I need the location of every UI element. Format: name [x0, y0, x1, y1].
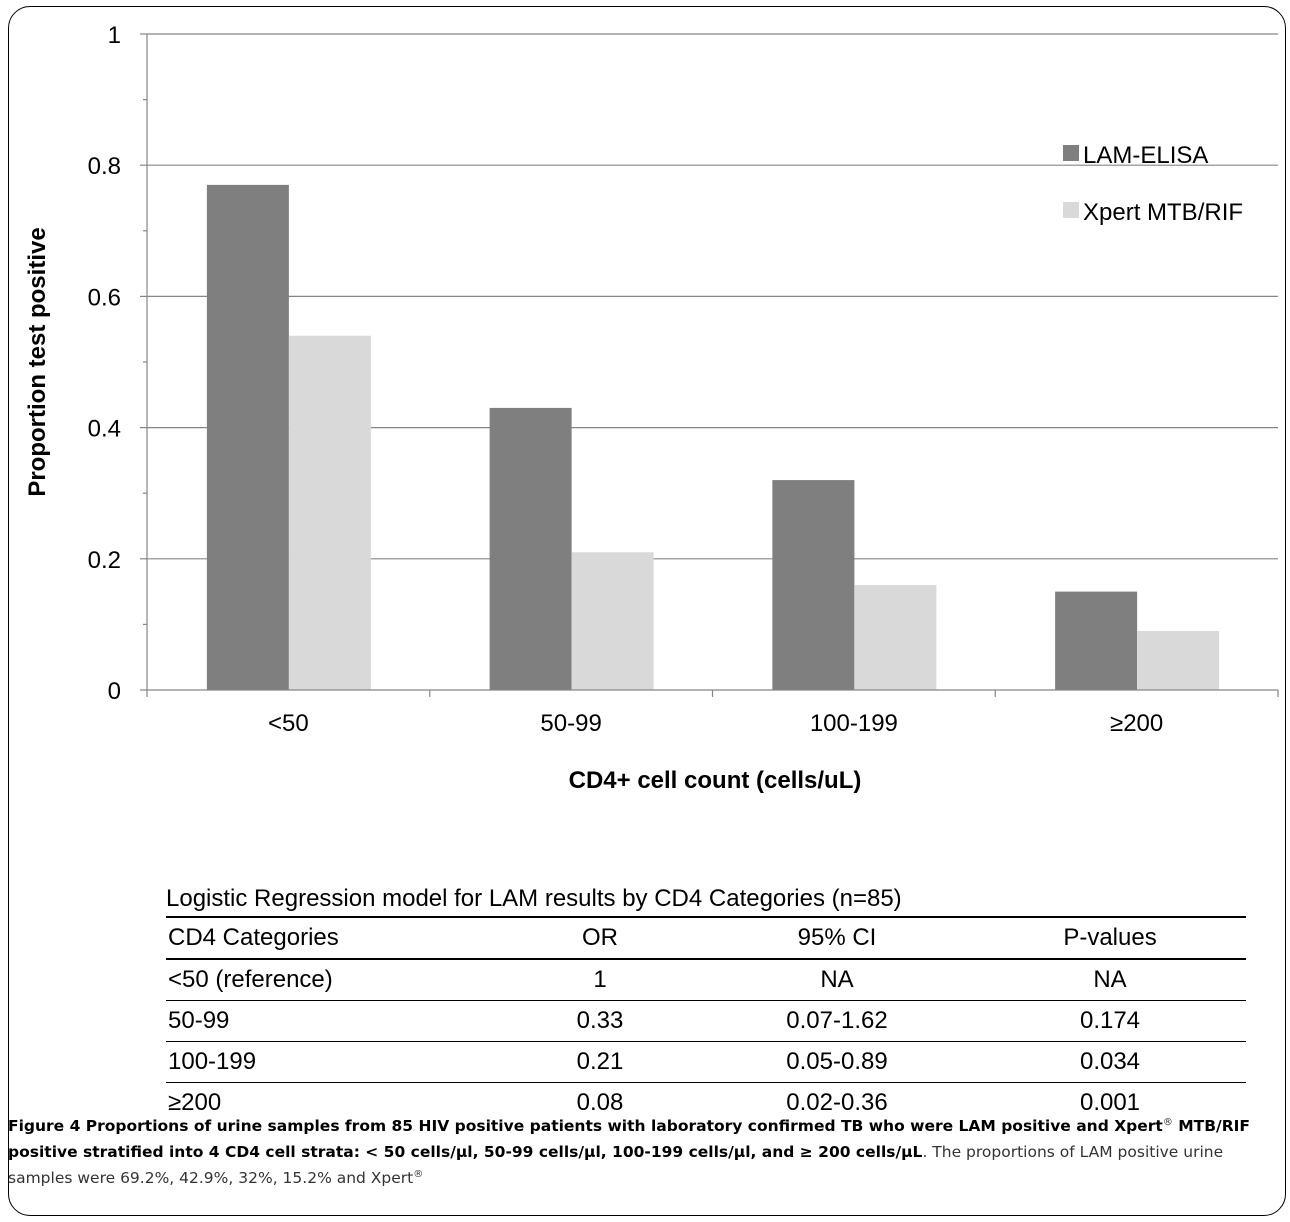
- col-header-pvalue: P-values: [1063, 924, 1157, 951]
- x-tick-label: 100-199: [810, 710, 898, 737]
- bar-lam-elisa-0: [206, 184, 289, 690]
- col-header-or: OR: [582, 924, 618, 951]
- x-tick-label: <50: [268, 710, 309, 737]
- y-tick-label: 0.4: [88, 416, 121, 443]
- cell-category: 100-199: [168, 1048, 257, 1075]
- y-tick-label: 0.6: [88, 284, 121, 311]
- x-tick-label: ≥200: [1110, 710, 1163, 737]
- cell-pvalue: 0.034: [1079, 1048, 1141, 1075]
- legend-label-lam-elisa: LAM-ELISA: [1083, 142, 1208, 169]
- table-header-row: CD4 Categories OR 95% CI P-values: [166, 917, 1246, 959]
- cell-ci: 0.07-1.62: [786, 1007, 888, 1034]
- cell-pvalue: NA: [1093, 966, 1127, 993]
- col-header-ci: 95% CI: [797, 924, 877, 951]
- figure-frame: [8, 6, 1286, 1216]
- bars: [206, 184, 1220, 690]
- regression-table-section: Logistic Regression model for LAM result…: [166, 882, 1246, 1123]
- bar-lam-elisa-1: [489, 407, 572, 690]
- axes: [140, 33, 1279, 697]
- cell-category: <50 (reference): [168, 966, 333, 993]
- cell-category: 50-99: [168, 1007, 230, 1034]
- bar-lam-elisa-2: [772, 480, 855, 690]
- legend: LAM-ELISA Xpert MTB/RIF: [1063, 142, 1243, 226]
- x-axis-label: CD4+ cell count (cells/uL): [569, 767, 862, 794]
- cell-ci: NA: [820, 966, 854, 993]
- caption-normal-sup: ®: [413, 1168, 424, 1180]
- cell-category: ≥200: [168, 1089, 222, 1116]
- cell-pvalue: 0.174: [1079, 1007, 1141, 1034]
- cell-pvalue: 0.001: [1079, 1089, 1141, 1116]
- caption-bold-part1: Figure 4 Proportions of urine samples fr…: [8, 1117, 1163, 1135]
- y-tick-label: 1: [108, 22, 121, 49]
- x-tick-label: 50-99: [540, 710, 601, 737]
- x-tick-labels: <50 50-99 100-199 ≥200: [268, 710, 1163, 737]
- caption-normal-part: . The proportions of LAM positive urine …: [8, 1143, 1224, 1187]
- cell-or: 1: [593, 966, 607, 993]
- regression-table: CD4 Categories OR 95% CI P-values <50 (r…: [166, 916, 1246, 1123]
- cell-or: 0.21: [576, 1048, 624, 1075]
- y-tick-label: 0.8: [88, 153, 121, 180]
- cell-or: 0.33: [576, 1007, 624, 1034]
- cell-ci: 0.02-0.36: [786, 1089, 888, 1116]
- bar-xpert-3: [1137, 630, 1220, 690]
- table-row: 50-99 0.33 0.07-1.62 0.174: [166, 1001, 1246, 1042]
- y-tick-label: 0.2: [88, 547, 121, 574]
- bar-xpert-2: [854, 585, 937, 690]
- bar-chart: 0 0.2 0.4 0.6 0.8 1 <50 50-99 100-199 ≥200 Propo…: [24, 22, 1279, 794]
- caption-bold-part2: MTB/RIF positive stratified into 4 CD4 c…: [8, 1117, 1250, 1161]
- y-tick-label: 0: [108, 678, 121, 705]
- col-header-cd4: CD4 Categories: [168, 924, 339, 951]
- bar-xpert-0: [288, 335, 371, 690]
- table-row: 100-199 0.21 0.05-0.89 0.034: [166, 1042, 1246, 1083]
- figure-caption: Figure 4 Proportions of urine samples fr…: [8, 1113, 1280, 1191]
- legend-swatch-xpert: [1063, 202, 1079, 218]
- table-row: <50 (reference) 1 NA NA: [166, 959, 1246, 1001]
- y-axis-label: Proportion test positive: [24, 227, 51, 496]
- cell-ci: 0.05-0.89: [786, 1048, 888, 1075]
- legend-label-xpert: Xpert MTB/RIF: [1083, 199, 1243, 226]
- table-row: ≥200 0.08 0.02-0.36 0.001: [166, 1083, 1246, 1124]
- caption-bold-sup: ®: [1162, 1116, 1173, 1128]
- table-title: Logistic Regression model for LAM result…: [166, 885, 902, 912]
- bar-lam-elisa-3: [1055, 591, 1138, 690]
- cell-or: 0.08: [576, 1089, 624, 1116]
- bar-xpert-1: [571, 552, 654, 690]
- legend-swatch-lam-elisa: [1063, 145, 1079, 161]
- y-tick-labels: 0 0.2 0.4 0.6 0.8 1: [88, 22, 121, 705]
